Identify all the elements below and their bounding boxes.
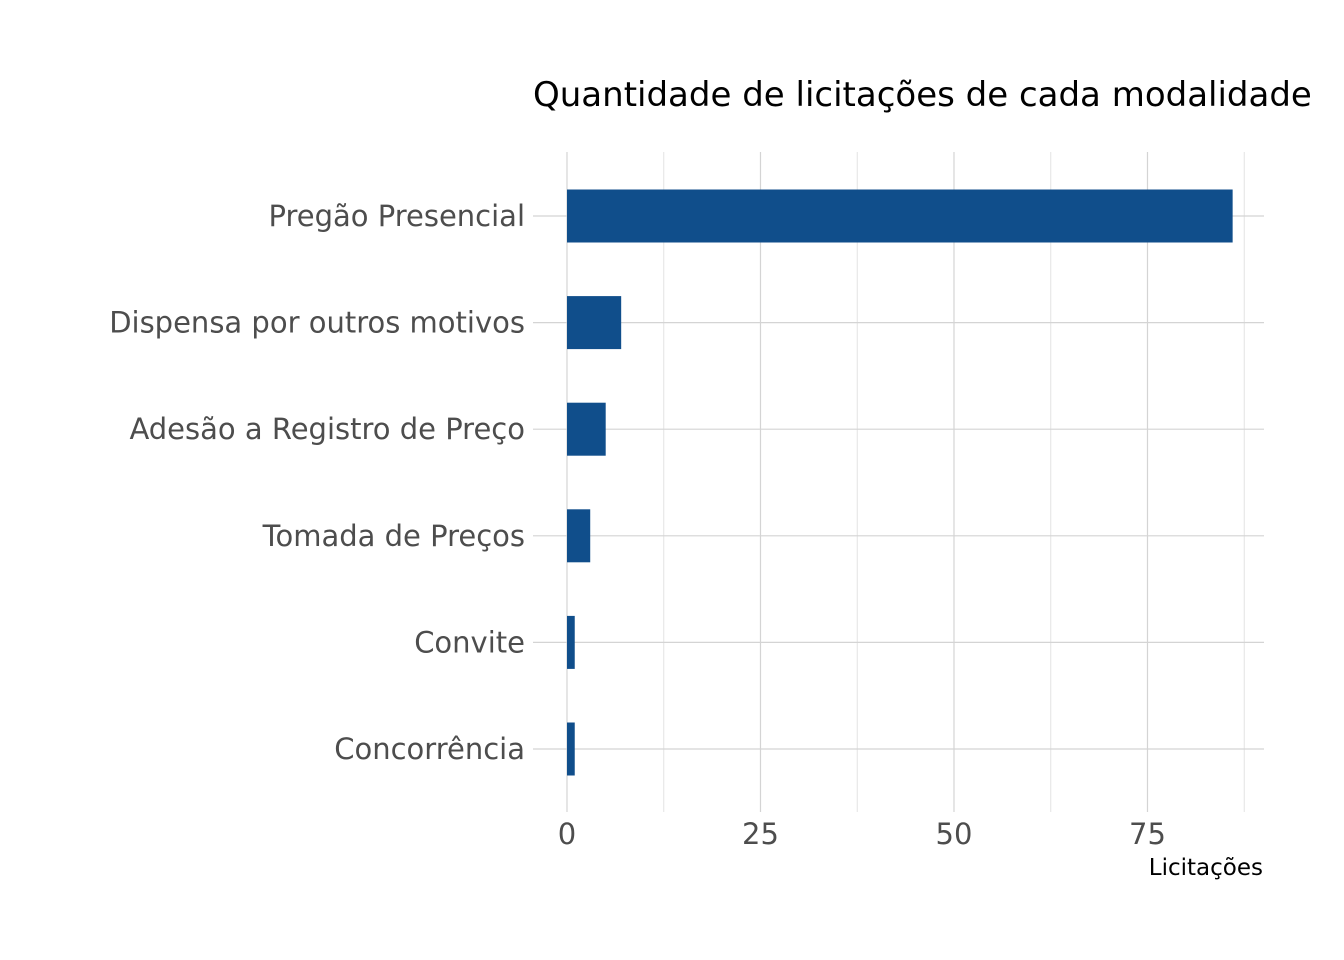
category-label-5: Concorrência: [334, 732, 525, 766]
x-tick-labels: 0 25 50 75: [558, 817, 1166, 851]
bar-5: [567, 722, 575, 776]
x-tick-label-3: 75: [1129, 817, 1166, 851]
category-label-4: Convite: [414, 625, 525, 659]
category-labels: Pregão Presencial Dispensa por outros mot…: [109, 199, 525, 766]
bar-1: [567, 296, 622, 350]
category-label-3: Tomada de Preços: [262, 519, 525, 553]
x-axis-title: Licitações: [1149, 855, 1263, 881]
bars: [567, 189, 1233, 776]
category-label-1: Dispensa por outros motivos: [109, 306, 525, 340]
grid-lines: [533, 152, 1264, 812]
x-tick-label-0: 0: [558, 817, 576, 851]
bar-4: [567, 615, 575, 669]
bar-3: [567, 509, 591, 563]
chart-title: Quantidade de licitações de cada modalid…: [533, 75, 1312, 115]
x-tick-label-2: 50: [936, 817, 973, 851]
category-label-0: Pregão Presencial: [268, 199, 525, 233]
bar-0: [567, 189, 1233, 243]
x-tick-label-1: 25: [742, 817, 779, 851]
bar-2: [567, 402, 606, 456]
category-label-2: Adesão a Registro de Preço: [129, 412, 525, 446]
